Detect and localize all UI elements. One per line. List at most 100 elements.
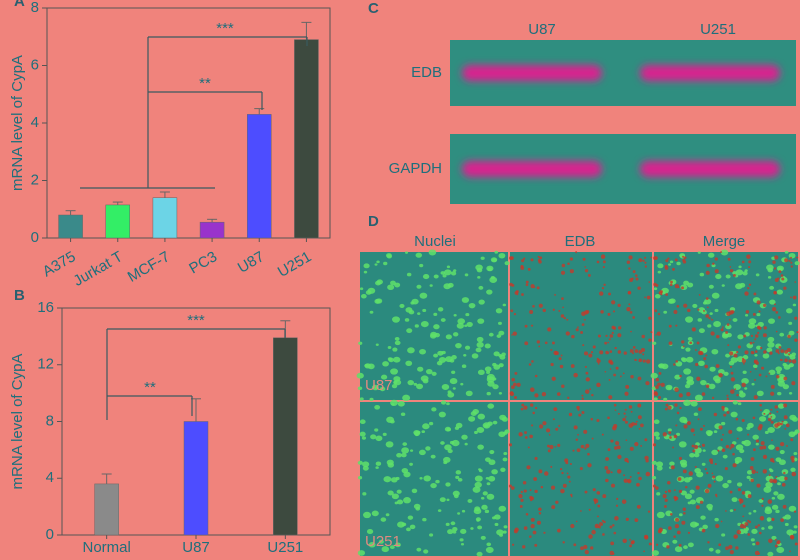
- cell: [391, 384, 398, 389]
- signal: [646, 295, 651, 300]
- signal: [530, 403, 534, 407]
- signal: [729, 447, 732, 450]
- signal: [743, 334, 747, 338]
- signal: [705, 270, 710, 275]
- signal: [546, 428, 551, 433]
- cell: [756, 345, 762, 350]
- signal: [778, 316, 781, 319]
- signal: [609, 350, 613, 353]
- cell: [714, 517, 719, 522]
- signal: [637, 471, 640, 475]
- signal: [754, 525, 758, 529]
- cell: [720, 249, 729, 256]
- signal: [654, 486, 659, 490]
- signal: [608, 378, 611, 381]
- signal: [622, 372, 625, 375]
- cell: [715, 549, 721, 554]
- signal: [775, 330, 778, 333]
- cell: [674, 374, 681, 380]
- signal: [741, 358, 746, 364]
- annotation: **: [199, 75, 211, 92]
- signal: [612, 552, 615, 555]
- signal: [729, 310, 734, 315]
- signal: [659, 290, 663, 294]
- signal: [772, 260, 776, 264]
- signal: [539, 424, 544, 429]
- cell: [654, 293, 661, 299]
- signal: [793, 510, 797, 513]
- signal: [634, 442, 639, 447]
- signal: [592, 345, 596, 349]
- cell: [768, 318, 775, 324]
- signal: [615, 366, 619, 370]
- cell: [778, 459, 786, 466]
- signal: [713, 412, 718, 417]
- cell: [382, 361, 389, 367]
- signal: [712, 475, 716, 479]
- cell: [464, 442, 468, 446]
- signal: [539, 256, 543, 260]
- signal: [786, 347, 791, 353]
- signal: [587, 452, 590, 456]
- signal: [703, 309, 706, 312]
- cell: [680, 357, 686, 361]
- cell: [669, 461, 675, 466]
- signal: [679, 406, 682, 410]
- cell: [683, 368, 692, 375]
- cell: [669, 260, 674, 264]
- cell: [498, 431, 506, 438]
- signal: [752, 341, 755, 344]
- signal: [752, 448, 756, 452]
- cell: [653, 287, 658, 291]
- cell: [667, 298, 675, 304]
- signal: [776, 410, 779, 413]
- signal: [752, 416, 756, 420]
- cell: [387, 490, 394, 496]
- signal: [602, 533, 605, 536]
- signal: [547, 449, 551, 453]
- cell: [496, 529, 504, 536]
- cell: [433, 274, 439, 279]
- cell: [476, 551, 483, 557]
- signal: [532, 304, 535, 308]
- cell: [759, 416, 767, 422]
- signal: [790, 265, 793, 268]
- cell: [447, 392, 455, 398]
- signal: [761, 497, 764, 501]
- signal: [591, 393, 594, 397]
- cell: [750, 538, 755, 542]
- signal: [584, 490, 588, 494]
- signal: [623, 474, 626, 477]
- signal: [552, 418, 555, 421]
- signal: [721, 448, 726, 453]
- cell: [778, 267, 783, 271]
- signal: [657, 313, 661, 316]
- cell: [401, 452, 407, 458]
- column-label: Nuclei: [414, 233, 456, 250]
- signal: [624, 415, 627, 418]
- cell: [415, 252, 423, 258]
- cell: [480, 256, 485, 260]
- cell: [359, 431, 366, 437]
- signal: [747, 433, 750, 436]
- signal: [753, 378, 756, 381]
- cell: [422, 274, 430, 280]
- signal: [729, 549, 735, 555]
- cell: [436, 360, 443, 366]
- signal: [762, 454, 768, 459]
- cell: [423, 475, 432, 482]
- signal: [674, 284, 679, 289]
- cell: [405, 360, 413, 367]
- signal: [553, 350, 558, 356]
- cell: [769, 285, 775, 290]
- signal: [587, 463, 592, 468]
- signal: [626, 460, 630, 463]
- cell: [468, 302, 476, 309]
- signal: [699, 427, 703, 431]
- signal: [656, 543, 659, 546]
- signal: [667, 489, 672, 493]
- cell: [371, 510, 379, 517]
- cell: [438, 411, 446, 418]
- signal: [729, 266, 732, 268]
- signal: [756, 483, 761, 488]
